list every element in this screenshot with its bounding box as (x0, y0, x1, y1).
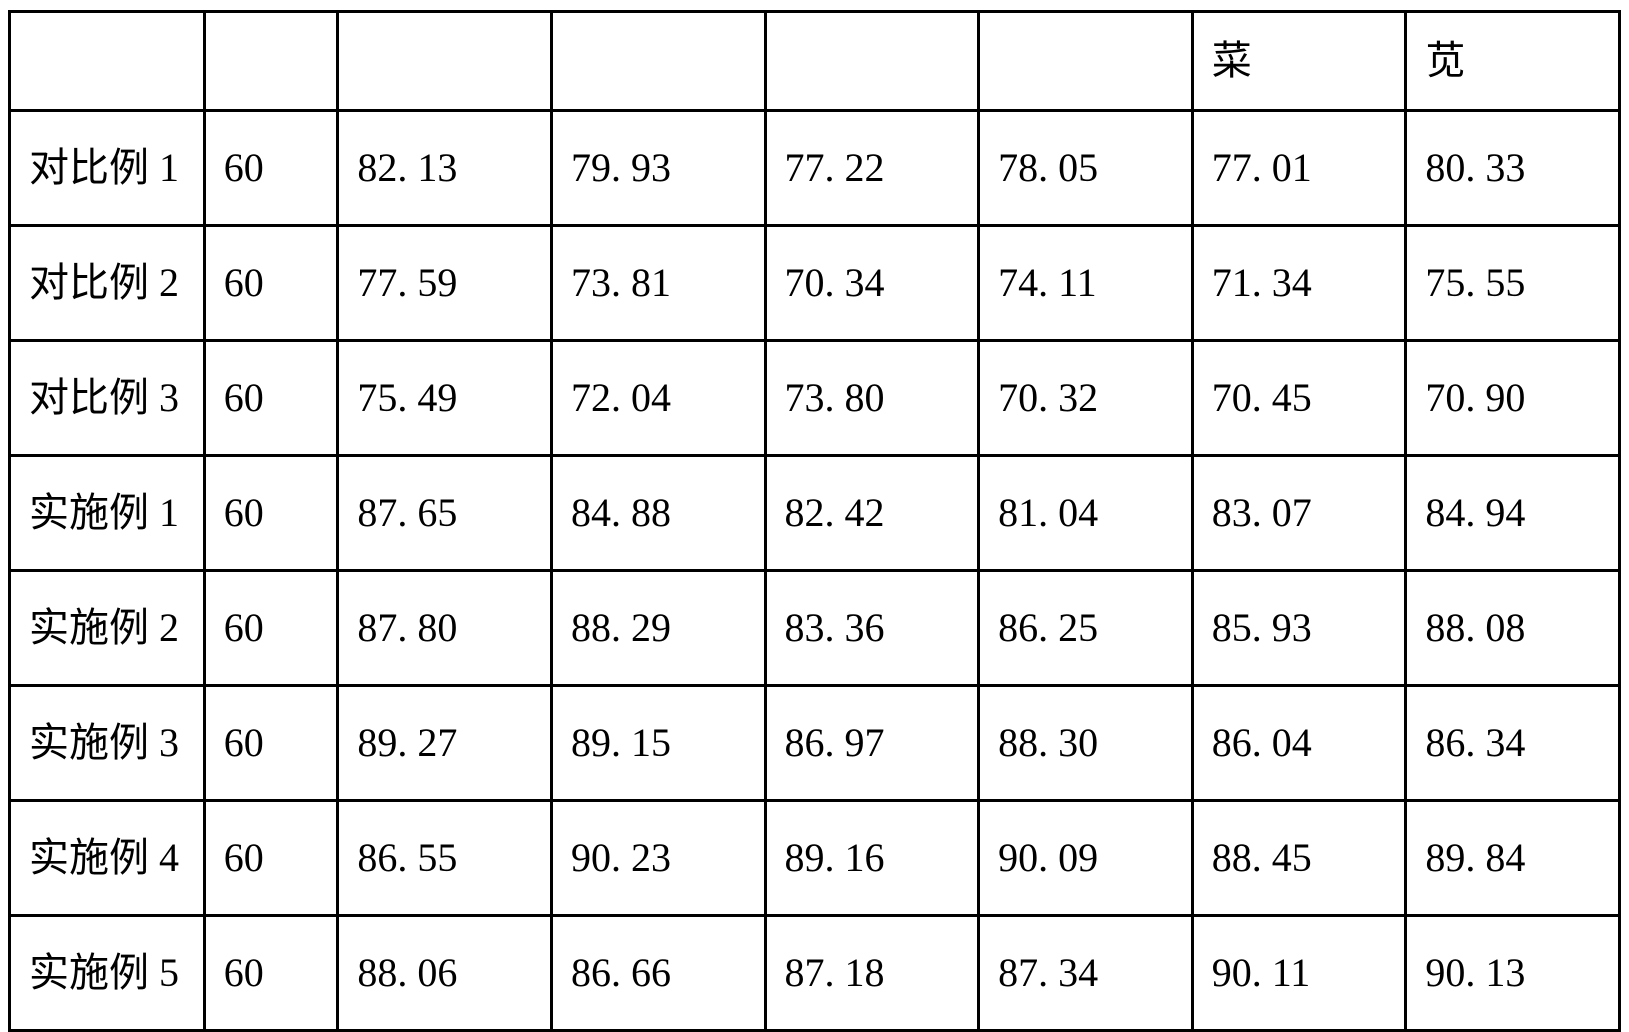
cell: 77. 01 (1192, 111, 1406, 226)
cell: 85. 93 (1192, 571, 1406, 686)
header-cell (204, 12, 338, 111)
cell: 60 (204, 571, 338, 686)
cell: 75. 55 (1406, 226, 1620, 341)
cell: 88. 08 (1406, 571, 1620, 686)
cell: 86. 04 (1192, 686, 1406, 801)
page: 菜 苋 对比例 1 60 82. 13 79. 93 77. 22 78. 05… (0, 0, 1629, 945)
cell: 60 (204, 111, 338, 226)
cell: 87. 34 (979, 916, 1193, 1031)
table-header-row: 菜 苋 (10, 12, 1620, 111)
cell: 87. 65 (338, 456, 552, 571)
cell: 90. 23 (551, 801, 765, 916)
cell: 72. 04 (551, 341, 765, 456)
cell: 88. 30 (979, 686, 1193, 801)
cell: 88. 45 (1192, 801, 1406, 916)
row-label: 实施例 3 (10, 686, 205, 801)
data-table: 菜 苋 对比例 1 60 82. 13 79. 93 77. 22 78. 05… (8, 10, 1621, 1032)
cell: 83. 07 (1192, 456, 1406, 571)
cell: 87. 18 (765, 916, 979, 1031)
row-label: 对比例 1 (10, 111, 205, 226)
cell: 70. 32 (979, 341, 1193, 456)
table-row: 对比例 3 60 75. 49 72. 04 73. 80 70. 32 70.… (10, 341, 1620, 456)
cell: 89. 16 (765, 801, 979, 916)
cell: 86. 34 (1406, 686, 1620, 801)
cell: 90. 13 (1406, 916, 1620, 1031)
cell: 90. 11 (1192, 916, 1406, 1031)
cell: 81. 04 (979, 456, 1193, 571)
row-label: 实施例 2 (10, 571, 205, 686)
cell: 74. 11 (979, 226, 1193, 341)
cell: 78. 05 (979, 111, 1193, 226)
header-cell: 菜 (1192, 12, 1406, 111)
cell: 89. 27 (338, 686, 552, 801)
cell: 73. 81 (551, 226, 765, 341)
cell: 60 (204, 226, 338, 341)
cell: 73. 80 (765, 341, 979, 456)
cell: 77. 59 (338, 226, 552, 341)
cell: 60 (204, 341, 338, 456)
cell: 80. 33 (1406, 111, 1620, 226)
table-row: 实施例 1 60 87. 65 84. 88 82. 42 81. 04 83.… (10, 456, 1620, 571)
cell: 60 (204, 916, 338, 1031)
cell: 90. 09 (979, 801, 1193, 916)
header-cell: 苋 (1406, 12, 1620, 111)
cell: 60 (204, 801, 338, 916)
cell: 77. 22 (765, 111, 979, 226)
cell: 89. 15 (551, 686, 765, 801)
cell: 83. 36 (765, 571, 979, 686)
cell: 84. 94 (1406, 456, 1620, 571)
header-cell (979, 12, 1193, 111)
table-row: 实施例 5 60 88. 06 86. 66 87. 18 87. 34 90.… (10, 916, 1620, 1031)
row-label: 实施例 1 (10, 456, 205, 571)
row-label: 对比例 3 (10, 341, 205, 456)
table-row: 对比例 2 60 77. 59 73. 81 70. 34 74. 11 71.… (10, 226, 1620, 341)
row-label: 对比例 2 (10, 226, 205, 341)
table-row: 实施例 2 60 87. 80 88. 29 83. 36 86. 25 85.… (10, 571, 1620, 686)
header-cell (338, 12, 552, 111)
cell: 82. 13 (338, 111, 552, 226)
cell: 70. 34 (765, 226, 979, 341)
cell: 60 (204, 456, 338, 571)
cell: 71. 34 (1192, 226, 1406, 341)
cell: 84. 88 (551, 456, 765, 571)
cell: 75. 49 (338, 341, 552, 456)
row-label: 实施例 4 (10, 801, 205, 916)
table-row: 实施例 4 60 86. 55 90. 23 89. 16 90. 09 88.… (10, 801, 1620, 916)
cell: 86. 97 (765, 686, 979, 801)
cell: 89. 84 (1406, 801, 1620, 916)
table-row: 实施例 3 60 89. 27 89. 15 86. 97 88. 30 86.… (10, 686, 1620, 801)
cell: 82. 42 (765, 456, 979, 571)
cell: 86. 25 (979, 571, 1193, 686)
header-cell (551, 12, 765, 111)
cell: 60 (204, 686, 338, 801)
cell: 87. 80 (338, 571, 552, 686)
header-cell (10, 12, 205, 111)
cell: 88. 29 (551, 571, 765, 686)
cell: 70. 45 (1192, 341, 1406, 456)
header-cell (765, 12, 979, 111)
cell: 70. 90 (1406, 341, 1620, 456)
cell: 79. 93 (551, 111, 765, 226)
cell: 88. 06 (338, 916, 552, 1031)
row-label: 实施例 5 (10, 916, 205, 1031)
table-row: 对比例 1 60 82. 13 79. 93 77. 22 78. 05 77.… (10, 111, 1620, 226)
cell: 86. 66 (551, 916, 765, 1031)
cell: 86. 55 (338, 801, 552, 916)
